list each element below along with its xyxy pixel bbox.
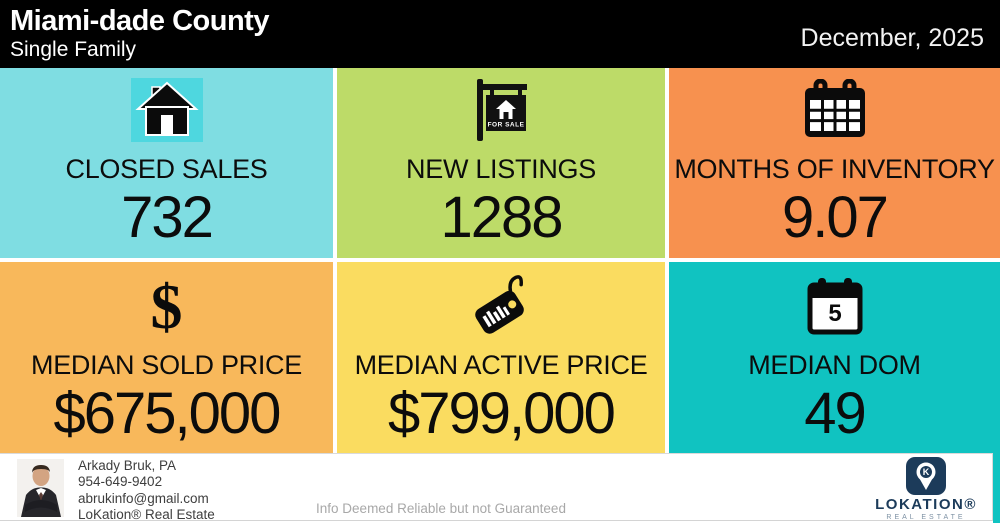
tile-label: NEW LISTINGS	[406, 154, 596, 184]
for-sale-label: FOR SALE	[488, 122, 525, 129]
dollar-icon: $	[151, 275, 183, 339]
dollar-glyph: $	[150, 271, 183, 342]
tile-label: CLOSED SALES	[65, 154, 268, 184]
logo-badge-letter: K	[923, 467, 930, 477]
tile-new-listings: FOR SALE NEW LISTINGS 1288	[337, 68, 665, 258]
agent-email: abrukinfo@gmail.com	[78, 490, 209, 506]
tile-closed-sales: CLOSED SALES 732	[0, 68, 333, 258]
lokation-pin-icon: K	[906, 457, 946, 495]
agent-phone: 954-649-9402	[78, 474, 163, 490]
tile-value: $799,000	[388, 381, 616, 446]
tile-label: MONTHS OF INVENTORY	[674, 154, 995, 184]
tile-accent-strip	[993, 453, 1000, 523]
tile-value: 9.07	[782, 185, 889, 250]
agent-photo	[17, 459, 64, 522]
header-bar: Miami-dade County Single Family December…	[0, 0, 1000, 68]
agent-company: LoKation® Real Estate	[78, 507, 215, 523]
for-sale-sign-icon: FOR SALE	[470, 77, 532, 143]
tile-months-of-inventory: MONTHS OF INVENTORY 9.07	[669, 68, 1000, 258]
report-date: December, 2025	[800, 24, 984, 52]
tile-value: 732	[121, 185, 214, 250]
footer-bar: Arkady Bruk, PA 954-649-9402 abrukinfo@g…	[0, 453, 993, 524]
tile-label: MEDIAN SOLD PRICE	[31, 350, 302, 380]
tile-label: MEDIAN DOM	[748, 350, 921, 380]
tile-median-sold-price: $ MEDIAN SOLD PRICE $675,000	[0, 262, 333, 454]
brand-wordmark: LOKATION®	[875, 496, 977, 513]
agent-name: Arkady Bruk, PA	[78, 458, 177, 473]
tile-value: 49	[804, 381, 866, 446]
agent-info: Arkady Bruk, PA 954-649-9402 abrukinfo@g…	[78, 458, 215, 524]
calendar-grid-icon	[802, 77, 868, 143]
calendar-day-number: 5	[828, 300, 841, 327]
stats-grid: CLOSED SALES 732 FOR SALE NEW LISTINGS 1…	[0, 68, 1000, 454]
brand-tagline: REAL ESTATE	[886, 514, 966, 521]
tile-median-active-price: MEDIAN ACTIVE PRICE $799,000	[337, 262, 665, 454]
disclaimer-text: Info Deemed Reliable but not Guaranteed	[316, 501, 566, 516]
tile-value: $675,000	[53, 381, 282, 446]
lokation-logo: K LOKATION® REAL ESTATE	[870, 457, 982, 521]
tile-median-dom: 5 MEDIAN DOM 49	[669, 262, 1000, 454]
house-icon	[130, 77, 203, 143]
tile-label: MEDIAN ACTIVE PRICE	[354, 350, 648, 380]
calendar-day-icon: 5	[806, 275, 864, 339]
page-title: Miami-dade County	[10, 5, 269, 37]
page-subtitle: Single Family	[10, 38, 137, 61]
price-tag-icon	[463, 275, 539, 339]
tile-value: 1288	[440, 185, 563, 250]
